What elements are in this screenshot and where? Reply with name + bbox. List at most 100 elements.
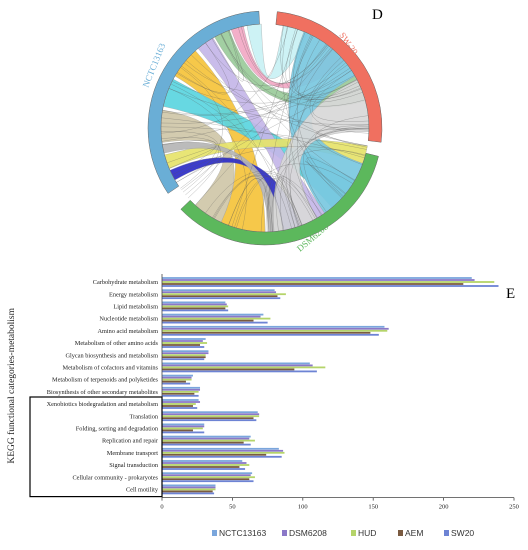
bar bbox=[162, 364, 313, 367]
chord-link bbox=[170, 83, 303, 226]
bar bbox=[162, 423, 205, 426]
legend-label: NCTC13163 bbox=[219, 528, 267, 538]
bar bbox=[162, 466, 240, 468]
bar bbox=[162, 331, 371, 334]
chord-link bbox=[289, 126, 369, 227]
bar bbox=[162, 283, 464, 285]
category-label: Cell motility bbox=[126, 487, 159, 494]
chord-link bbox=[236, 163, 353, 229]
bar bbox=[162, 289, 275, 292]
legend-swatch bbox=[212, 530, 217, 536]
chord-link bbox=[268, 35, 314, 232]
bar bbox=[162, 333, 379, 336]
bar bbox=[162, 315, 261, 318]
category-label: Energy metabolism bbox=[109, 291, 158, 298]
chord-link bbox=[220, 33, 355, 181]
chord-link bbox=[231, 29, 298, 227]
bar-marks bbox=[162, 277, 499, 495]
chord-link bbox=[212, 172, 318, 218]
bar bbox=[162, 338, 206, 340]
chord-link bbox=[176, 81, 359, 183]
bar bbox=[162, 285, 499, 287]
bar bbox=[162, 431, 205, 434]
chord-link bbox=[271, 149, 366, 232]
panel-label-e: E bbox=[506, 286, 515, 302]
legend-swatch bbox=[398, 530, 403, 536]
chord-link bbox=[305, 160, 346, 195]
bar bbox=[162, 277, 472, 279]
chord-link bbox=[282, 26, 343, 199]
bar bbox=[162, 474, 251, 477]
bar bbox=[162, 378, 192, 381]
bar bbox=[162, 356, 206, 359]
bar bbox=[162, 366, 326, 369]
bar bbox=[162, 390, 199, 393]
chord-link bbox=[168, 88, 247, 230]
bar bbox=[162, 403, 196, 405]
bar bbox=[162, 374, 193, 377]
bar bbox=[162, 399, 199, 401]
bar bbox=[162, 376, 192, 379]
segment-arc-dsm6208 bbox=[180, 152, 379, 246]
chord-link bbox=[280, 25, 361, 99]
category-label: Signal transduction bbox=[109, 462, 159, 469]
bar bbox=[162, 488, 216, 491]
bar bbox=[162, 340, 203, 342]
bar bbox=[162, 486, 216, 489]
chord-links bbox=[161, 25, 370, 232]
chord-link bbox=[185, 60, 369, 131]
bar bbox=[162, 478, 250, 481]
chord-link bbox=[162, 70, 352, 116]
chord-link bbox=[238, 27, 362, 101]
category-label: Glycan biosynthesis and metabolism bbox=[65, 352, 158, 359]
bar bbox=[162, 313, 264, 316]
legend-label: SW20 bbox=[451, 528, 474, 538]
segment-arc-sw20 bbox=[275, 11, 383, 143]
category-label: Metabolism of other amino acids bbox=[75, 340, 159, 347]
bar bbox=[162, 368, 295, 371]
bar bbox=[162, 344, 201, 346]
chord-diagram: D SW-20 NCTC13163 DSM6208 bbox=[141, 7, 383, 254]
bar bbox=[162, 295, 278, 298]
bar bbox=[162, 472, 253, 475]
category-label: Amino acid metabolism bbox=[97, 328, 158, 335]
y-axis-label: KEGG functional categories-metabolism bbox=[6, 307, 17, 463]
chord-link bbox=[281, 177, 302, 228]
bar bbox=[162, 455, 282, 458]
bar bbox=[162, 462, 247, 464]
bar bbox=[162, 447, 279, 450]
bar bbox=[162, 480, 254, 483]
category-label: Biosynthesis of other secondary metaboli… bbox=[47, 389, 159, 396]
bar bbox=[162, 352, 209, 355]
bar bbox=[162, 415, 260, 418]
bar bbox=[162, 319, 254, 322]
bar bbox=[162, 484, 216, 487]
segment-arc-nctc13163 bbox=[147, 10, 260, 194]
bar bbox=[162, 305, 229, 308]
bar bbox=[162, 309, 229, 312]
chord-link bbox=[180, 67, 223, 189]
bar bbox=[162, 293, 286, 296]
bar bbox=[162, 317, 271, 320]
category-label: Membrane transport bbox=[107, 450, 158, 457]
chord-link bbox=[205, 42, 328, 87]
panel-label-d: D bbox=[372, 7, 383, 23]
bar bbox=[162, 362, 310, 365]
bar bbox=[162, 417, 254, 420]
chord-link bbox=[205, 170, 323, 215]
chord-link bbox=[280, 128, 369, 231]
chord-link bbox=[161, 126, 367, 150]
chord-ribbons bbox=[160, 23, 370, 233]
bar bbox=[162, 291, 277, 294]
chord-link bbox=[289, 34, 317, 219]
bar bbox=[162, 437, 250, 440]
category-label: Metabolism of terpenoids and polyketides bbox=[52, 377, 159, 384]
category-label: Carbohydrate metabolism bbox=[93, 279, 158, 286]
bar bbox=[162, 279, 475, 281]
bar bbox=[162, 350, 209, 353]
chord-link bbox=[265, 127, 370, 232]
bar bbox=[162, 453, 267, 456]
chord-link bbox=[166, 146, 217, 169]
category-label: Translation bbox=[130, 413, 159, 420]
chord-link bbox=[195, 47, 332, 206]
